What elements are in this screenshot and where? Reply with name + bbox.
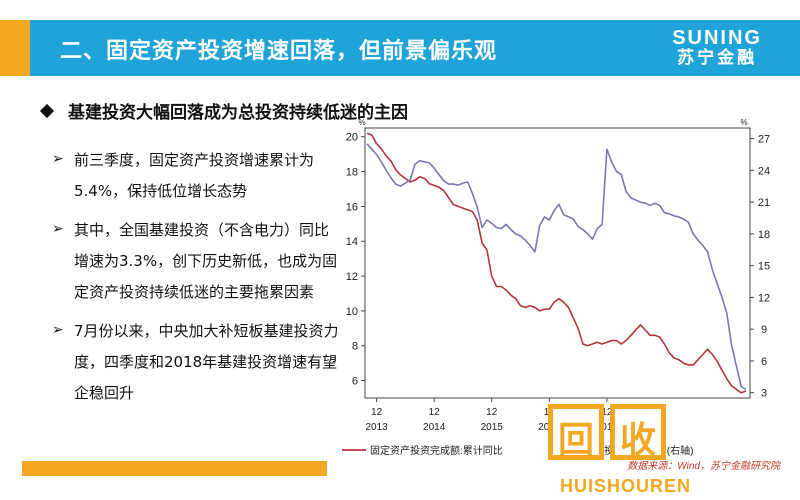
bullet-item: ➢ 7月份以来，中央加大补短板基建投资力度，四季度和2018年基建投资增速有望企…	[52, 316, 342, 409]
series-line-left	[366, 132, 747, 394]
title-accent-bar	[0, 20, 30, 76]
plot-frame	[364, 127, 751, 399]
bullet-text: 7月份以来，中央加大补短板基建投资力度，四季度和2018年基建投资增速有望企稳回…	[74, 322, 339, 402]
source-note: 数据来源：Wind，苏宁金融研究院	[627, 460, 782, 472]
watermark-logo: 收	[610, 404, 666, 461]
x-tick-year-label: 2013	[365, 422, 388, 433]
bullet-item: ➢ 前三季度，固定资产投资增速累计为5.4%，保持低位增长态势	[52, 145, 342, 207]
left-unit-label: %	[358, 118, 365, 127]
x-tick-month-label: 12	[486, 407, 498, 418]
footer-accent-bar	[22, 461, 327, 476]
arrow-bullet-icon: ➢	[52, 322, 64, 338]
x-tick-year-label: 2015	[481, 422, 504, 433]
right-tick-label: 9	[761, 324, 767, 336]
arrow-bullet-icon: ➢	[52, 151, 64, 167]
right-tick-label: 3	[761, 388, 767, 400]
left-tick-label: 18	[346, 167, 358, 179]
logo-text-en: SUNING	[672, 27, 762, 49]
watermark-char: 收	[619, 420, 656, 461]
left-tick-label: 14	[346, 236, 358, 248]
arrow-bullet-icon: ➢	[52, 221, 64, 237]
right-tick-label: 6	[761, 356, 767, 368]
section-heading-text: 基建投资大幅回落成为总投资持续低迷的主因	[68, 103, 408, 123]
investment-growth-chart: 6 8 10 12 14 16 18 20% 3 6 9 12 15 18 21 24 27% 12 2013 12 2…	[342, 118, 782, 472]
left-tick-label: 8	[352, 341, 358, 353]
left-tick-label: 6	[352, 376, 358, 388]
right-tick-label: 21	[758, 197, 770, 209]
title-bar	[30, 20, 800, 76]
x-tick-year-label: 2014	[423, 422, 446, 433]
legend-label-left: 固定资产投资完成额:累计同比	[370, 444, 503, 457]
watermark-logo: 回	[548, 404, 604, 461]
right-unit-label: %	[740, 118, 747, 127]
left-tick-label: 12	[346, 271, 358, 283]
right-tick-label: 18	[758, 229, 770, 241]
right-tick-label: 12	[758, 292, 770, 304]
watermark-text: HUISHOUREN	[560, 476, 692, 496]
page-title: 二、固定资产投资增速回落，但前景偏乐观	[60, 39, 498, 64]
right-tick-label: 27	[758, 134, 770, 146]
left-tick-label: 20	[346, 132, 358, 144]
left-tick-label: 16	[346, 201, 358, 213]
section-heading: 基建投资大幅回落成为总投资持续低迷的主因	[39, 98, 408, 123]
bullet-item: ➢ 其中，全国基建投资（不含电力）同比增速为3.3%，创下历史新低，也成为固定资…	[52, 215, 342, 308]
series-line-right	[366, 143, 747, 391]
watermark-char: 回	[557, 420, 594, 461]
bullet-text: 前三季度，固定资产投资增速累计为5.4%，保持低位增长态势	[74, 151, 315, 200]
right-tick-label: 15	[758, 261, 770, 273]
x-tick-month-label: 12	[371, 407, 383, 418]
diamond-bullet-icon	[39, 103, 55, 118]
x-tick-month-label: 12	[429, 407, 441, 418]
left-tick-label: 10	[346, 306, 358, 318]
bullet-list: ➢ 前三季度，固定资产投资增速累计为5.4%，保持低位增长态势 ➢ 其中，全国基…	[52, 145, 342, 417]
right-tick-label: 24	[758, 165, 770, 177]
x-tick-year-label: 2017	[596, 422, 619, 433]
x-tick-month-label: 12	[601, 407, 613, 418]
logo-text-cn: 苏宁金融	[677, 48, 758, 68]
bullet-text: 其中，全国基建投资（不含电力）同比增速为3.3%，创下历史新低，也成为固定资产投…	[74, 221, 338, 301]
suning-logo: SUNING 苏宁金融	[672, 28, 762, 68]
